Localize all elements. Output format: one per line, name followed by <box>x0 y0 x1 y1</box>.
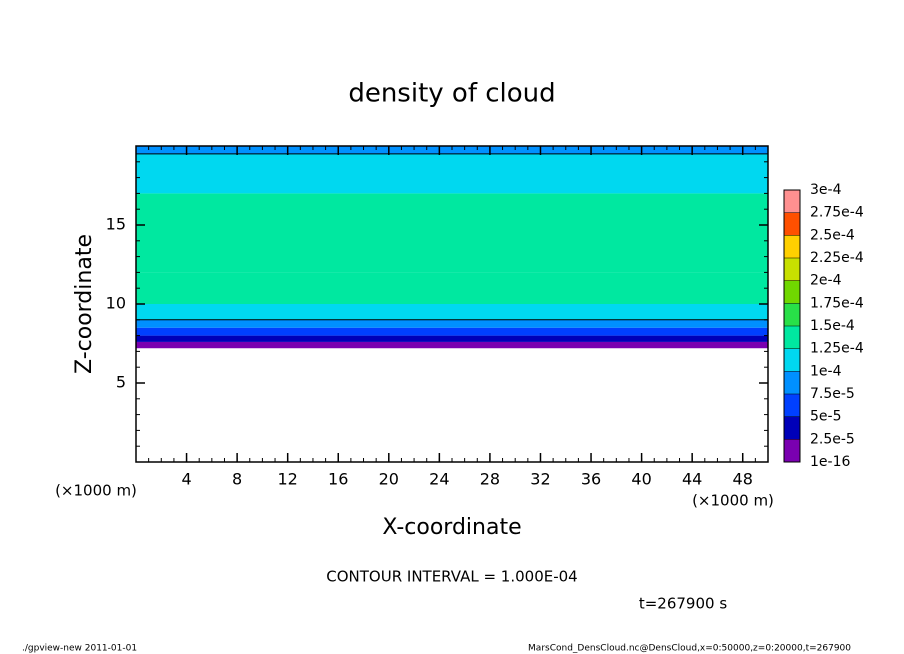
field-band <box>136 327 768 336</box>
x-tick-label: 20 <box>379 470 399 489</box>
x-tick-label: 12 <box>278 470 298 489</box>
colorbar-swatch <box>784 303 800 326</box>
field-band <box>136 304 768 320</box>
colorbar-swatch <box>784 212 800 236</box>
x-tick-label: 40 <box>631 470 651 489</box>
footer-left: ./gpview-new 2011-01-01 <box>22 644 137 654</box>
colorbar-label: 2e-4 <box>810 273 842 289</box>
x-tick-label: 24 <box>429 470 449 489</box>
y-tick-label: 5 <box>116 373 126 392</box>
colorbar-label: 7.5e-5 <box>810 386 855 402</box>
colorbar-label: 2.25e-4 <box>810 250 864 266</box>
x-tick-label: 4 <box>181 470 191 489</box>
contour-note: CONTOUR INTERVAL = 1.000E-04 <box>326 568 577 586</box>
field-band <box>136 272 768 304</box>
colorbar-swatch <box>784 348 800 372</box>
colorbar-swatch <box>784 235 800 258</box>
x-tick-label: 16 <box>328 470 348 489</box>
x-tick-label: 44 <box>682 470 702 489</box>
x-axis-label: X-coordinate <box>382 515 521 540</box>
colorbar-label: 3e-4 <box>810 182 842 198</box>
x-tick-label: 48 <box>733 470 753 489</box>
y-tick-label: 10 <box>106 294 126 313</box>
colorbar-swatch <box>784 394 800 417</box>
colorbar-label: 2.5e-4 <box>810 227 855 243</box>
field-band <box>136 335 768 342</box>
colorbar-swatch <box>784 280 800 304</box>
colorbar-label: 1.75e-4 <box>810 295 864 311</box>
colorbar-label: 2.75e-4 <box>810 205 864 221</box>
colorbar-swatch <box>784 326 800 349</box>
colorbar-label: 5e-5 <box>810 409 841 425</box>
field-band <box>136 341 768 349</box>
colorbar-label: 1e-4 <box>810 363 842 379</box>
y-unit: (×1000 m) <box>55 482 137 500</box>
colorbar-swatch <box>784 371 800 394</box>
x-tick-label: 36 <box>581 470 601 489</box>
field-band <box>136 319 768 328</box>
colorbar-label: 1e-16 <box>810 454 850 470</box>
footer-right: MarsCond_DensCloud.nc@DensCloud,x=0:5000… <box>528 644 851 654</box>
x-unit: (×1000 m) <box>692 492 774 510</box>
x-tick-label: 32 <box>530 470 550 489</box>
colorbar-label: 2.5e-5 <box>810 431 855 447</box>
colorbar-swatch <box>784 190 800 213</box>
colorbar-swatch <box>784 439 800 462</box>
field-band <box>136 193 768 273</box>
x-tick-label: 8 <box>232 470 242 489</box>
y-tick-label: 15 <box>106 215 126 234</box>
x-tick-label: 28 <box>480 470 500 489</box>
colorbar-swatch <box>784 416 800 440</box>
field-band <box>136 153 768 194</box>
y-axis-label: Z-coordinate <box>72 234 97 374</box>
colorbar-swatch <box>784 258 800 281</box>
colorbar-label: 1.5e-4 <box>810 318 855 334</box>
time-label: t=267900 s <box>639 595 727 613</box>
colorbar-label: 1.25e-4 <box>810 341 864 357</box>
chart-title: density of cloud <box>348 79 555 109</box>
